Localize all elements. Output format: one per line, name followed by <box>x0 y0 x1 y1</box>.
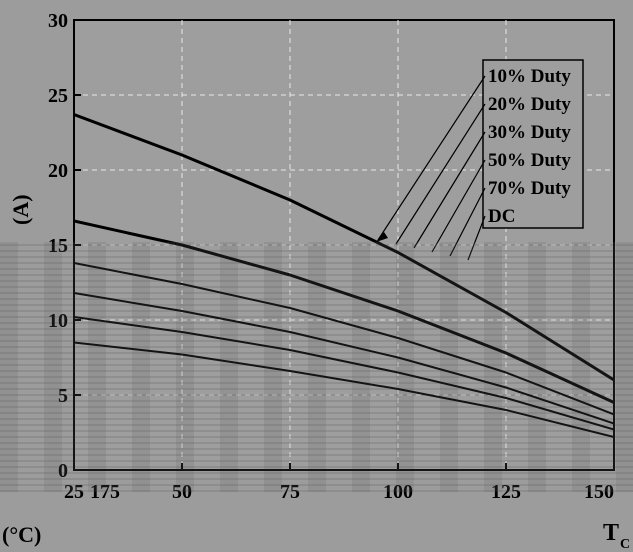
legend: 10% Duty 20% Duty 30% Duty 50% Duty 70% Duty… <box>482 59 584 229</box>
legend-box <box>482 59 584 229</box>
legend-entry-5: 70% Duty <box>488 178 571 199</box>
legend-pointer-5 <box>449 187 486 257</box>
x-tick-label: 100 <box>383 481 413 503</box>
series-line-6 <box>74 341 614 439</box>
legend-pointers <box>376 75 486 261</box>
series-line-1 <box>74 113 614 382</box>
series <box>74 113 614 439</box>
y-tick-label: 30 <box>48 10 68 32</box>
x-axis-label-subscript: C <box>620 537 630 552</box>
legend-entry-1: 10% Duty <box>488 66 571 87</box>
x-tick-label: 125 <box>491 481 521 503</box>
x-axis-label: T <box>603 520 619 546</box>
x-tick-label: 50 <box>172 481 192 503</box>
x-tick-label-artifact: 175 <box>90 481 120 503</box>
y-tick-label: 0 <box>58 460 68 482</box>
legend-entry-4: 50% Duty <box>488 150 571 171</box>
y-tick-label: 15 <box>48 235 68 257</box>
series-line-4 <box>74 292 614 425</box>
y-tick-label: 25 <box>48 85 68 107</box>
y-axis-label: (A) <box>8 194 33 225</box>
series-line-2 <box>74 219 614 405</box>
legend-pointer-4 <box>431 159 486 253</box>
y-tick-label: 20 <box>48 160 68 182</box>
legend-pointer-2 <box>395 103 486 245</box>
x-axis-unit-label: (°C) <box>2 522 41 547</box>
legend-entry-3: 30% Duty <box>488 122 571 143</box>
y-tick-label: 5 <box>58 385 68 407</box>
legend-pointer-6 <box>467 215 486 261</box>
series-line-5 <box>74 316 614 431</box>
series-line-3 <box>74 262 614 416</box>
x-tick-label: 150 <box>584 481 614 503</box>
legend-pointer-arrowhead <box>376 232 388 242</box>
x-tick-label: 75 <box>280 481 300 503</box>
ticks: 0 5 10 15 20 25 30 25 50 75 100 125 150 175 <box>48 10 615 503</box>
x-tick-label: 25 <box>64 481 84 503</box>
legend-pointer-3 <box>413 131 486 249</box>
legend-entry-2: 20% Duty <box>488 94 571 115</box>
legend-entry-6: DC <box>488 206 515 227</box>
y-tick-label: 10 <box>48 310 68 332</box>
legend-pointer-1 <box>377 75 486 241</box>
